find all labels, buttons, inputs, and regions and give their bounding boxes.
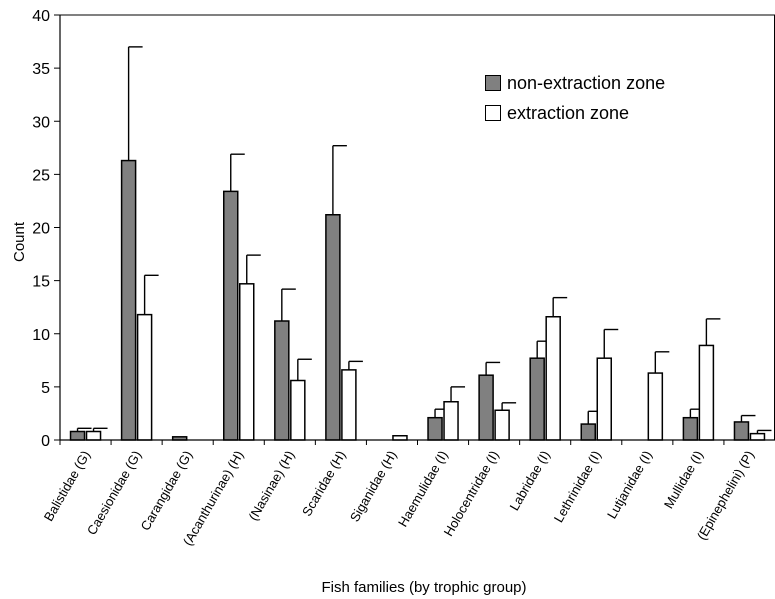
- bar: [427, 416, 443, 441]
- y-tick-label: 20: [32, 221, 50, 238]
- bar: [120, 159, 137, 441]
- bar: [325, 214, 341, 441]
- bar: [529, 357, 545, 441]
- x-tick-label: Balistidae (G): [41, 448, 93, 524]
- x-axis-title: Fish families (by trophic group): [321, 579, 526, 596]
- x-tick-label: Lutjanidae (I): [604, 448, 655, 521]
- bar: [698, 344, 715, 441]
- x-tick-label: Carangidae (G): [137, 448, 195, 533]
- x-tick-label: (Nasinae) (H): [245, 448, 297, 523]
- x-tick-label: Siganidae (H): [347, 448, 400, 524]
- bar: [85, 430, 102, 441]
- bar: [749, 432, 766, 441]
- y-tick-label: 15: [32, 274, 50, 291]
- x-tick-label: Scaridae (H): [299, 448, 348, 519]
- bar: [136, 313, 153, 441]
- legend-swatch-extraction: [485, 105, 501, 121]
- bar: [596, 357, 612, 441]
- x-tick-label: (Epinephelini) (P): [694, 448, 757, 542]
- bar: [733, 421, 750, 441]
- x-tick-label: Haemulidae (I): [395, 448, 451, 529]
- x-tick-label: Labridae (I): [507, 448, 553, 513]
- legend: non-extraction zone extraction zone: [485, 68, 665, 128]
- y-tick-label: 0: [41, 433, 50, 450]
- bar: [392, 435, 408, 441]
- bar: [545, 316, 561, 441]
- bar: [239, 283, 255, 441]
- bar: [274, 320, 290, 441]
- bars-layer: [69, 46, 772, 441]
- y-axis-title: Count: [11, 221, 28, 262]
- y-tick-label: 30: [32, 114, 50, 131]
- x-tick-label: Mullidae (I): [661, 448, 706, 511]
- y-tick-label: 40: [32, 8, 50, 25]
- bar: [682, 416, 699, 441]
- bar: [478, 374, 494, 441]
- bar: [494, 409, 510, 441]
- y-tick-label: 5: [41, 380, 50, 397]
- bar: [647, 372, 664, 441]
- x-tick-label: Caesionidae (G): [84, 448, 144, 537]
- legend-label-extraction: extraction zone: [507, 103, 630, 123]
- bar: [290, 379, 306, 441]
- y-tick-label: 35: [32, 61, 50, 78]
- bar: [69, 430, 86, 441]
- y-tick-label: 10: [32, 327, 50, 344]
- legend-swatch-non-extraction: [485, 75, 501, 91]
- legend-label-non-extraction: non-extraction zone: [507, 73, 666, 93]
- y-tick-label: 25: [32, 167, 50, 184]
- bar: [443, 401, 459, 441]
- x-tick-label: Lethrinidae (I): [551, 448, 604, 525]
- x-tick-label: Holocentridae (I): [441, 448, 502, 539]
- legend-item-non-extraction: non-extraction zone: [485, 68, 665, 98]
- bar: [223, 190, 239, 441]
- bar: [580, 423, 596, 441]
- bar: [341, 369, 357, 441]
- legend-item-extraction: extraction zone: [485, 98, 665, 128]
